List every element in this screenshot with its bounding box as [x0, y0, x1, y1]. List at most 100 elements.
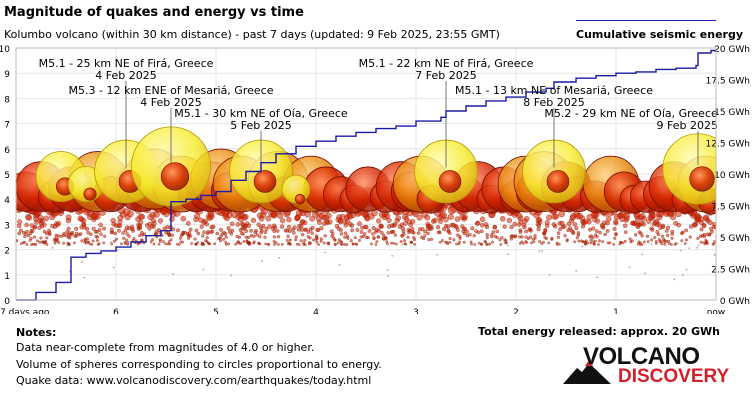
quake-point-tiny [641, 253, 644, 256]
quake-point-small [17, 231, 21, 236]
quake-point-small [231, 211, 238, 219]
quake-point-small [485, 233, 489, 237]
quake-point-small [18, 228, 23, 233]
quake-point-small [309, 215, 315, 222]
quake-point-tiny [391, 254, 394, 257]
quake-point-small [252, 240, 256, 244]
quake-point-core [83, 187, 97, 201]
quake-point-small [650, 238, 654, 242]
quake-point-small [680, 230, 685, 235]
quake-point-small [446, 242, 450, 246]
quake-point-small [258, 215, 265, 222]
quake-point-small [310, 231, 314, 235]
quake-point-tiny [685, 268, 688, 271]
quake-point-small [294, 214, 301, 221]
quake-point-small [167, 232, 171, 237]
quake-point-small [392, 222, 398, 227]
quake-point-small [430, 237, 434, 241]
quake-point-small [286, 242, 290, 246]
quake-point-tiny [401, 243, 404, 246]
legend-energy-line [576, 20, 716, 21]
annotation-date: 7 Feb 2025 [415, 69, 476, 82]
quake-point-small [516, 222, 522, 228]
quake-point-small [378, 224, 383, 229]
quake-point-small [185, 221, 191, 226]
quake-point-small [372, 237, 376, 241]
quake-point-small [220, 232, 225, 236]
quake-point-small [593, 239, 597, 243]
quake-point-small [238, 228, 243, 233]
quake-point-small [273, 243, 276, 246]
quake-point-small [193, 216, 199, 223]
quake-point-small [363, 224, 368, 230]
y-left-tick-label: 3 [4, 221, 10, 231]
quake-point-small [479, 229, 484, 234]
quake-point-small [161, 240, 165, 244]
y-left-tick-label: 6 [4, 146, 10, 156]
quake-point-small [73, 241, 76, 245]
volcano-logo-icon[interactable] [563, 346, 743, 390]
quake-point-small [440, 239, 444, 243]
note-line-3[interactable]: Quake data: www.volcanodiscovery.com/ear… [16, 374, 372, 387]
quake-point-small [355, 243, 359, 246]
quake-point-small [276, 235, 281, 239]
quake-point-small [309, 241, 313, 245]
quake-point-small [623, 215, 630, 222]
quake-point-tiny [386, 268, 389, 271]
quake-point-small [196, 241, 200, 245]
quake-point-small [188, 227, 193, 232]
quake-point-small [17, 219, 23, 225]
quake-point-small [99, 232, 103, 236]
quake-point-small [304, 227, 309, 232]
y-right-tick-label: 12.5 GWh [706, 140, 750, 150]
quake-point-small [35, 239, 39, 243]
y-right-tick-label: 7.5 GWh [711, 203, 750, 213]
quake-point-tiny [51, 246, 54, 249]
quake-point-small [65, 229, 69, 234]
quake-point-small [110, 242, 114, 246]
quake-point-small [569, 214, 576, 221]
quake-point-small [488, 242, 492, 246]
quake-point-small [357, 238, 361, 242]
quake-point-small [591, 226, 596, 231]
quake-point-small [300, 232, 305, 237]
quake-point-small [640, 243, 644, 246]
quake-point-small [319, 237, 323, 241]
quake-point-small [294, 238, 298, 242]
quake-point-small [205, 236, 209, 240]
quake-point-small [102, 241, 106, 245]
annotation-date: 4 Feb 2025 [95, 69, 156, 82]
quake-point-small [503, 238, 507, 242]
quake-point-small [452, 238, 456, 242]
quake-point-small [597, 243, 600, 246]
quake-point-small [587, 227, 592, 232]
quake-point-small [455, 242, 458, 246]
quake-point-small [633, 233, 638, 237]
quake-point-small [542, 240, 546, 244]
quake-point-small [688, 235, 692, 239]
quake-point-small [660, 242, 664, 246]
quake-point-small [151, 220, 157, 226]
quake-point-small [665, 233, 670, 238]
quake-point-small [122, 236, 126, 240]
quake-point-small [267, 243, 271, 246]
quake-point-tiny [541, 250, 544, 253]
quake-point-small [530, 241, 533, 245]
quake-point-small [206, 229, 211, 234]
quake-point-small [276, 212, 284, 219]
quake-point-small [227, 229, 232, 234]
quake-point-small [217, 236, 221, 241]
quake-point-small [457, 242, 461, 246]
quake-point-small [136, 242, 140, 246]
quake-point-small [84, 238, 88, 242]
quake-point-small [362, 232, 367, 236]
quake-point-small [235, 240, 239, 244]
quake-point-small [357, 221, 362, 227]
quake-point-small [112, 239, 116, 243]
quake-point-small [538, 240, 542, 244]
quake-point-tiny [713, 253, 716, 256]
quake-point-small [445, 224, 451, 229]
quake-point-small [297, 243, 301, 246]
quake-point-small [74, 226, 79, 231]
quake-point-small [461, 229, 466, 234]
